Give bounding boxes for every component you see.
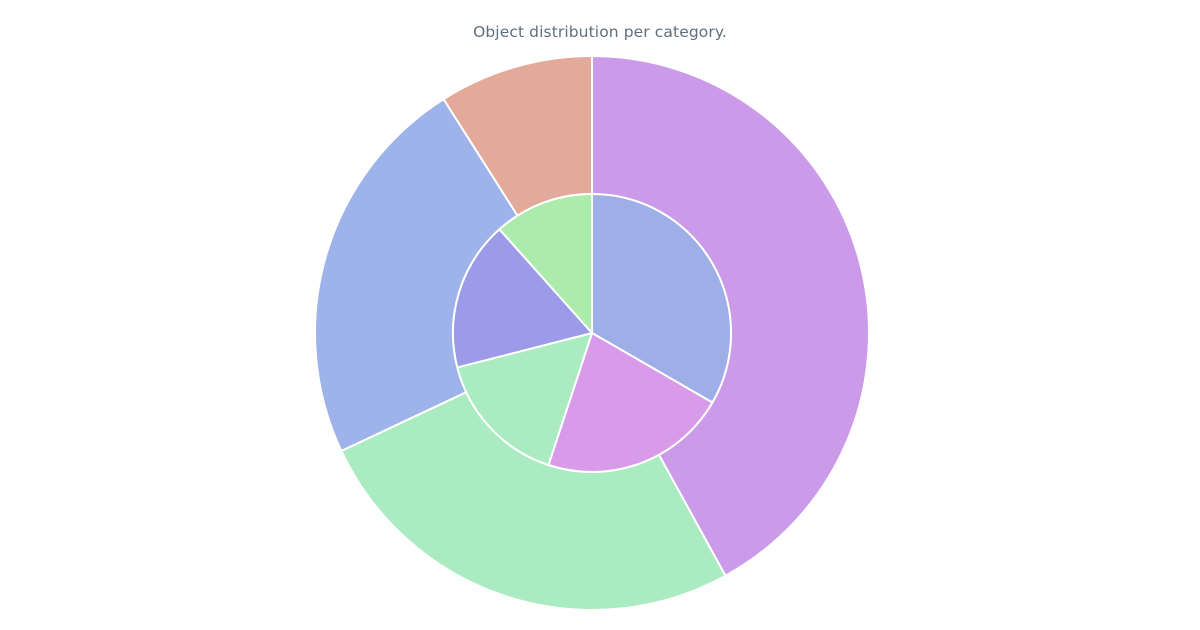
inner-slice-4[interactable]	[452, 228, 593, 369]
inner-slice-1[interactable]	[591, 193, 732, 404]
inner-ring	[452, 193, 732, 473]
inner-slice-5[interactable]	[498, 193, 593, 334]
inner-slice-3[interactable]	[456, 332, 593, 466]
inner-slice-2[interactable]	[547, 332, 714, 473]
chart-title: Object distribution per category.	[473, 23, 727, 41]
